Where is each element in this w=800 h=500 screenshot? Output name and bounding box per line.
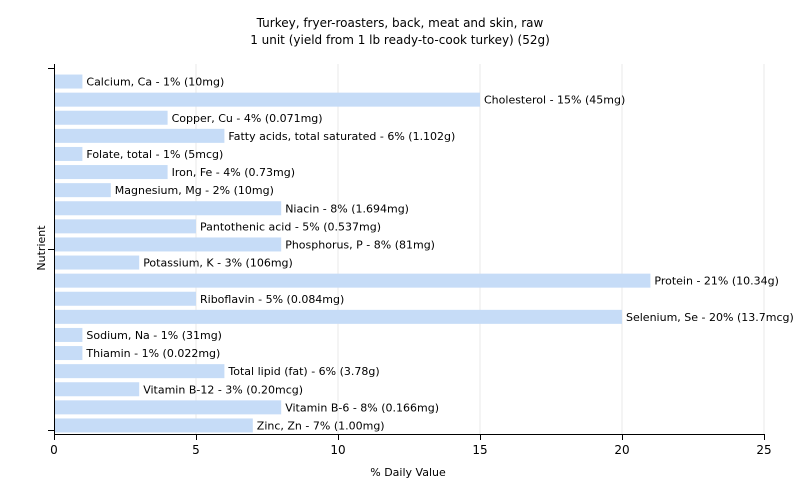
bar bbox=[55, 201, 282, 216]
bar bbox=[55, 92, 480, 107]
x-tick-label: 25 bbox=[756, 443, 771, 457]
bar bbox=[55, 291, 196, 306]
x-tick-label: 5 bbox=[192, 443, 200, 457]
bar-label: Protein - 21% (10.34g) bbox=[654, 275, 779, 288]
bar bbox=[55, 309, 622, 324]
bar bbox=[55, 128, 225, 143]
bar-label: Phosphorus, P - 8% (81mg) bbox=[285, 238, 435, 251]
bar-label: Vitamin B-12 - 3% (0.20mcg) bbox=[143, 383, 303, 396]
bar bbox=[55, 219, 196, 234]
bar bbox=[55, 346, 83, 361]
bar-label: Fatty acids, total saturated - 6% (1.102… bbox=[228, 130, 455, 143]
bar-label: Sodium, Na - 1% (31mg) bbox=[86, 329, 222, 342]
bar bbox=[55, 183, 111, 198]
bar-label: Zinc, Zn - 7% (1.00mg) bbox=[257, 419, 385, 432]
x-tick-label: 15 bbox=[472, 443, 487, 457]
bar bbox=[55, 237, 282, 252]
bar bbox=[55, 273, 651, 288]
bar-label: Copper, Cu - 4% (0.071mg) bbox=[172, 112, 323, 125]
bar bbox=[55, 400, 282, 415]
bar bbox=[55, 74, 83, 89]
bar-label: Niacin - 8% (1.694mg) bbox=[285, 202, 409, 215]
bar-label: Folate, total - 1% (5mcg) bbox=[86, 148, 223, 161]
x-axis-title: % Daily Value bbox=[370, 466, 446, 479]
bar bbox=[55, 364, 225, 379]
bar bbox=[55, 327, 83, 342]
bar-label: Riboflavin - 5% (0.084mg) bbox=[200, 293, 344, 306]
bar-label: Potassium, K - 3% (106mg) bbox=[143, 257, 293, 270]
bar-label: Pantothenic acid - 5% (0.537mg) bbox=[200, 220, 381, 233]
bar bbox=[55, 146, 83, 161]
x-tick-label: 10 bbox=[330, 443, 345, 457]
bar-label: Cholesterol - 15% (45mg) bbox=[484, 94, 625, 107]
bar bbox=[55, 165, 168, 180]
bar-label: Vitamin B-6 - 8% (0.166mg) bbox=[285, 401, 439, 414]
bar-label: Iron, Fe - 4% (0.73mg) bbox=[172, 166, 295, 179]
bar-label: Magnesium, Mg - 2% (10mg) bbox=[115, 184, 274, 197]
bars: Calcium, Ca - 1% (10mg) Cholesterol - 15%… bbox=[55, 74, 794, 433]
chart-subtitle: 1 unit (yield from 1 lb ready-to-cook tu… bbox=[250, 33, 550, 47]
x-tick-label: 20 bbox=[614, 443, 629, 457]
bar bbox=[55, 110, 168, 125]
bar bbox=[55, 255, 140, 270]
bar-label: Total lipid (fat) - 6% (3.78g) bbox=[227, 365, 379, 378]
bar-label: Calcium, Ca - 1% (10mg) bbox=[86, 76, 224, 89]
x-tick-label: 0 bbox=[50, 443, 58, 457]
chart-title: Turkey, fryer-roasters, back, meat and s… bbox=[256, 16, 544, 30]
bar-label: Thiamin - 1% (0.022mg) bbox=[85, 347, 220, 360]
bar-label: Selenium, Se - 20% (13.7mcg) bbox=[626, 311, 794, 324]
y-axis-title: Nutrient bbox=[35, 225, 48, 271]
bar bbox=[55, 418, 253, 433]
bar bbox=[55, 382, 140, 397]
axes: 0 5 10 15 20 25 bbox=[48, 64, 772, 457]
